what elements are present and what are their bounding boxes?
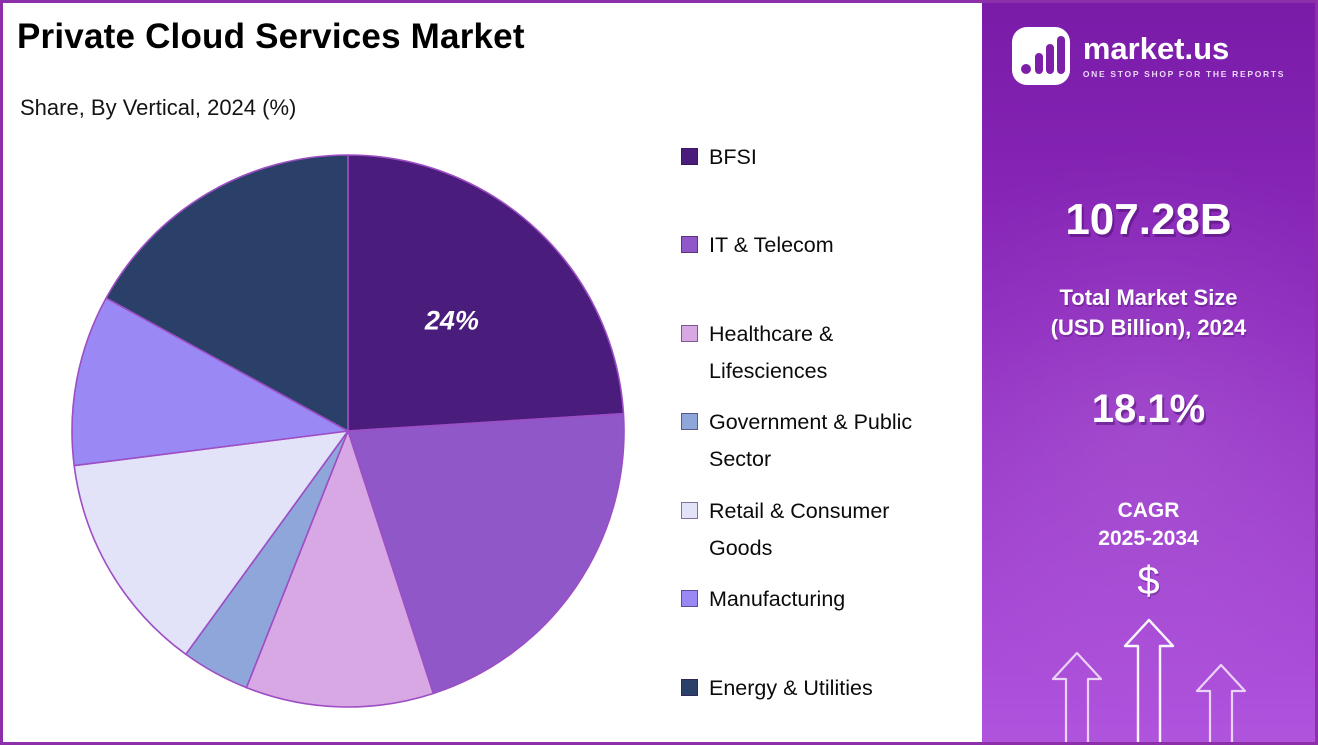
- total-market-size-value: 107.28B: [1065, 195, 1232, 244]
- cagr-label-text: CAGR: [1117, 499, 1180, 522]
- legend-label: IT & Telecom: [709, 233, 834, 257]
- total-market-size-label-line2: (USD Billion), 2024: [1050, 315, 1247, 341]
- pie-slice-5: [71, 297, 349, 467]
- pie-slice-2: [245, 430, 435, 708]
- legend-label: Government & Public Sector: [709, 410, 913, 471]
- chart-area: Private Cloud Services Market Share, By …: [3, 3, 985, 742]
- pie-data-label-0: 24%: [424, 305, 479, 335]
- growth-arrows-icon: [1051, 618, 1247, 742]
- cagr-label: CAGR 2025-2034: [982, 497, 1315, 554]
- pie-slice-6: [105, 154, 349, 432]
- legend-swatch: [681, 502, 698, 519]
- legend-item-healthcare: Healthcare & Lifesciences: [681, 316, 949, 390]
- legend-label: Energy & Utilities: [709, 676, 873, 700]
- legend-item-manufacturing: Manufacturing: [681, 581, 949, 618]
- pie-slice-0: [347, 154, 625, 432]
- legend-label: BFSI: [709, 145, 757, 169]
- chart-legend: BFSI IT & Telecom Healthcare & Lifescien…: [681, 139, 983, 739]
- legend-item-bfsi: BFSI: [681, 139, 949, 176]
- legend-item-it-telecom: IT & Telecom: [681, 227, 949, 264]
- pie-chart: 24%: [71, 154, 625, 708]
- chart-subtitle: Share, By Vertical, 2024 (%): [20, 95, 297, 120]
- page-title: Private Cloud Services Market: [17, 17, 525, 56]
- total-market-size-label-line1: Total Market Size: [1059, 285, 1238, 310]
- legend-swatch: [681, 413, 698, 430]
- market-us-logo-icon: [1011, 27, 1070, 85]
- total-market-size-label: Total Market Size (USD Billion), 2024: [982, 283, 1315, 344]
- legend-swatch: [681, 679, 698, 696]
- legend-swatch: [681, 590, 698, 607]
- legend-swatch: [681, 325, 698, 342]
- dollar-icon: $: [1137, 559, 1160, 603]
- cagr-value: 18.1%: [1091, 387, 1206, 431]
- stats-panel: market.us ONE STOP SHOP FOR THE REPORTS …: [982, 3, 1315, 742]
- pie-slice-1: [347, 412, 625, 695]
- pie-slice-4: [73, 430, 349, 656]
- cagr-period: 2025-2034: [1098, 527, 1199, 551]
- legend-label: Healthcare & Lifesciences: [709, 322, 834, 383]
- legend-item-government: Government & Public Sector: [681, 404, 949, 478]
- legend-item-retail: Retail & Consumer Goods: [681, 493, 949, 567]
- legend-label: Retail & Consumer Goods: [709, 499, 890, 560]
- logo-text: market.us ONE STOP SHOP FOR THE REPORTS: [1083, 33, 1285, 79]
- legend-label: Manufacturing: [709, 587, 846, 611]
- brand-name: market.us: [1082, 31, 1230, 66]
- legend-swatch: [681, 148, 698, 165]
- brand-tagline: ONE STOP SHOP FOR THE REPORTS: [1082, 69, 1286, 79]
- legend-item-energy: Energy & Utilities: [681, 670, 949, 707]
- brand-logo: market.us ONE STOP SHOP FOR THE REPORTS: [982, 27, 1315, 85]
- legend-swatch: [681, 236, 698, 253]
